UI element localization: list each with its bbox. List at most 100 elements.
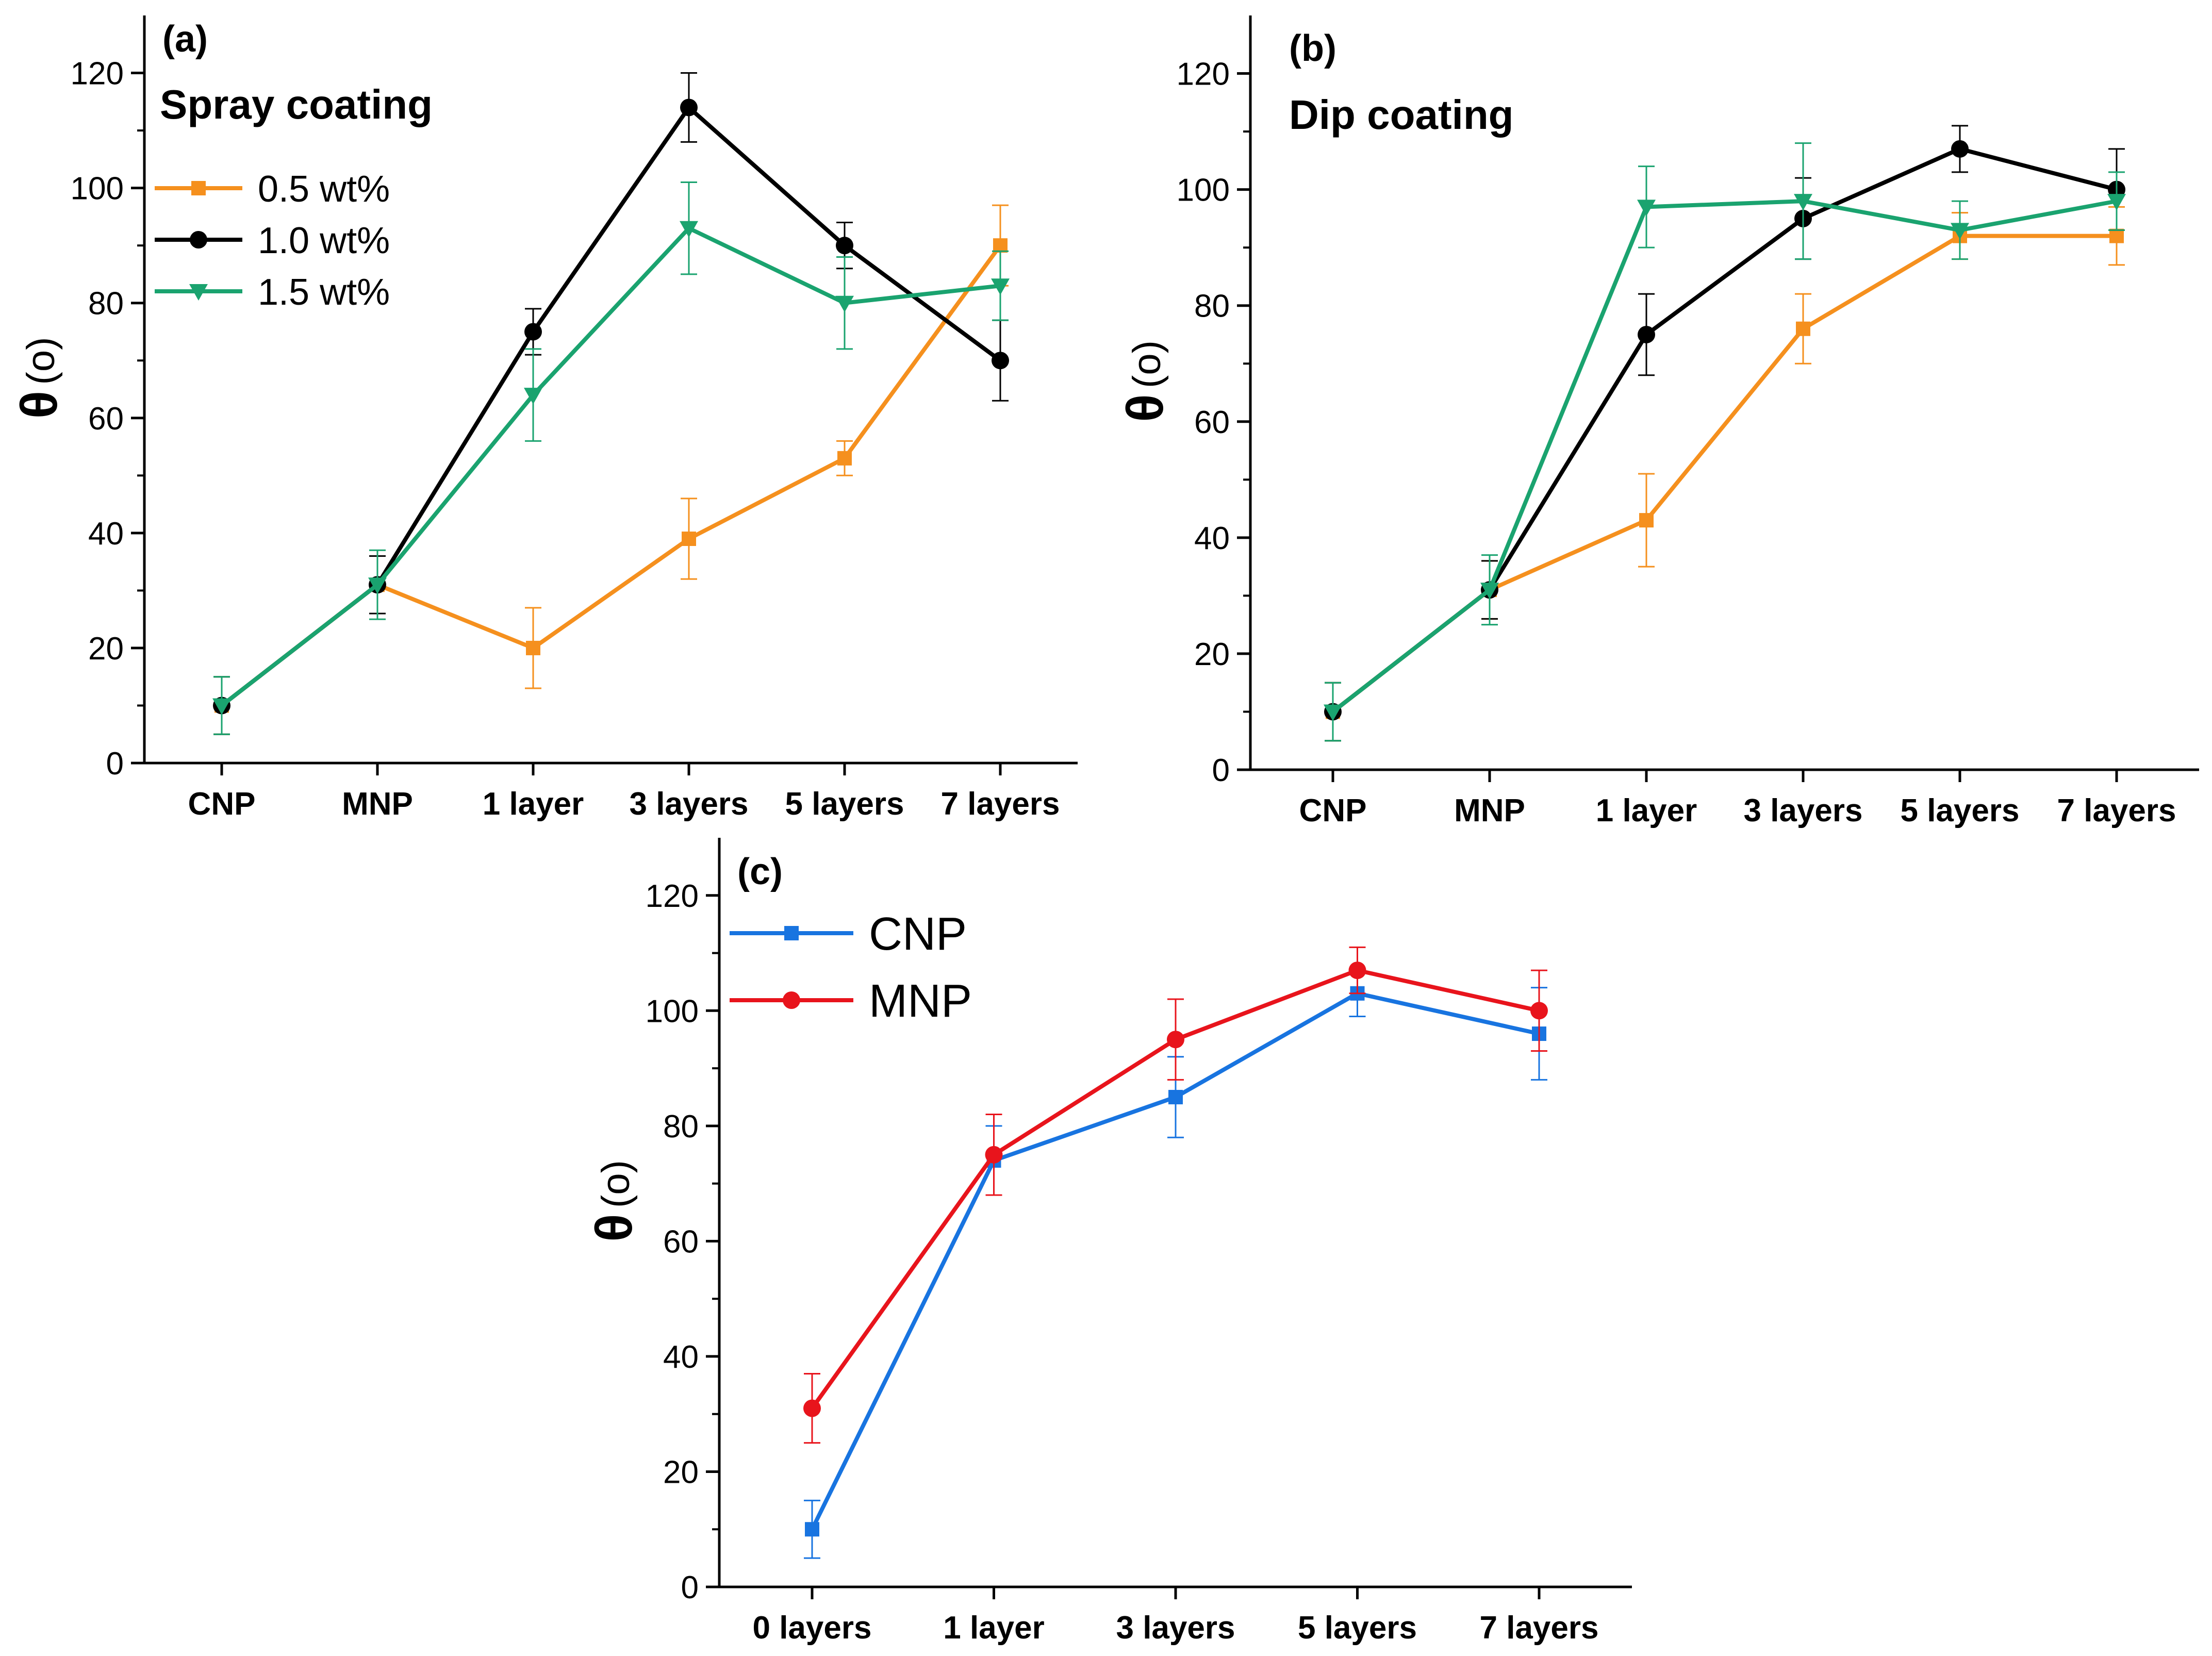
data-point (1324, 704, 1342, 721)
legend-label: CNP (869, 908, 967, 960)
x-category-label: 7 layers (1480, 1610, 1599, 1646)
data-point (1951, 140, 1969, 158)
data-point (1168, 1089, 1183, 1104)
data-point (524, 323, 542, 341)
data-point (368, 577, 387, 594)
y-tick-label: 40 (663, 1339, 699, 1375)
data-point (836, 237, 853, 255)
y-tick-label: 60 (1194, 405, 1230, 440)
data-point (803, 1399, 821, 1417)
legend-marker (190, 231, 207, 249)
legend-item: MNP (730, 975, 972, 1027)
y-axis-label-symbol: θ (585, 1214, 643, 1241)
x-category-label: 3 layers (1116, 1610, 1235, 1646)
panel-label: (a) (162, 19, 208, 60)
legend-marker (189, 284, 208, 301)
y-tick-label: 100 (1177, 173, 1230, 208)
data-point (212, 698, 231, 715)
data-point (680, 221, 698, 238)
data-point (1637, 200, 1656, 217)
y-tick-label: 40 (88, 516, 124, 552)
y-tick-label: 80 (663, 1109, 699, 1145)
x-category-label: MNP (342, 786, 413, 822)
x-category-label: 5 layers (1298, 1610, 1417, 1646)
x-category-label: 0 layers (753, 1610, 872, 1646)
x-category-label: CNP (1299, 793, 1367, 829)
y-tick-label: 120 (71, 56, 124, 92)
series-line (220, 226, 1001, 707)
legend-label: 0.5 wt% (258, 169, 390, 210)
chart-title: Dip coating (1289, 92, 1514, 138)
data-point (985, 1146, 1003, 1164)
y-tick-label: 100 (71, 171, 124, 207)
data-point (2109, 228, 2124, 243)
legend-marker (783, 991, 800, 1009)
data-point (1348, 962, 1366, 980)
panel-label: (c) (737, 851, 783, 892)
y-tick-label: 80 (1194, 289, 1230, 324)
x-category-label: CNP (188, 786, 256, 822)
x-category-label: 7 layers (2057, 793, 2176, 829)
series-line (1331, 234, 2117, 714)
y-axis-label-symbol: θ (10, 391, 68, 419)
series-line (1331, 199, 2117, 714)
x-category-label: 3 layers (630, 786, 749, 822)
y-axis-label: θ (o) (10, 337, 68, 419)
x-category-label: 1 layer (483, 786, 584, 822)
legend-marker (191, 181, 206, 195)
y-tick-label: 60 (88, 401, 124, 437)
chart-panel-a: 0 20 40 60 80 100 120 CNP MNP 1 layer 3 layers 5 la… (10, 15, 1078, 822)
legend-label: 1.0 wt% (258, 220, 390, 261)
y-tick-label: 100 (646, 993, 699, 1029)
data-point (1639, 513, 1654, 528)
y-axis-label-unit: (o) (594, 1160, 638, 1208)
y-tick-label: 60 (663, 1224, 699, 1260)
legend-item: 1.0 wt% (155, 220, 390, 261)
series-1-0-wt- (1324, 125, 2125, 742)
x-category-label: 3 layers (1744, 793, 1863, 829)
data-point (992, 352, 1009, 370)
x-category-label: 1 layer (943, 1610, 1045, 1646)
series-0-5-wt- (1325, 206, 2125, 742)
y-tick-label: 0 (681, 1570, 699, 1605)
data-point (837, 451, 852, 466)
y-axis-label: θ (o) (1116, 340, 1174, 422)
y-tick-label: 120 (1177, 57, 1230, 92)
y-tick-label: 80 (88, 286, 124, 322)
y-axis-label-symbol: θ (1116, 394, 1174, 422)
data-point (1167, 1031, 1184, 1049)
y-axis-label-unit: (o) (19, 337, 63, 385)
legend-marker (784, 926, 799, 940)
legend: CNP MNP (730, 908, 972, 1027)
legend-item: 0.5 wt% (155, 169, 390, 210)
panel-label: (b) (1289, 28, 1336, 69)
series-1-5-wt- (1324, 142, 2126, 742)
legend-label: 1.5 wt% (258, 272, 390, 313)
legend-label: MNP (869, 975, 972, 1027)
data-point (1794, 194, 1812, 211)
x-category-label: 5 layers (1901, 793, 2020, 829)
y-axis-label-unit: (o) (1125, 340, 1169, 388)
data-point (1951, 223, 1969, 240)
series-CNP (804, 969, 1547, 1559)
y-tick-label: 0 (106, 746, 124, 782)
series-MNP (803, 946, 1548, 1444)
y-tick-label: 40 (1194, 521, 1230, 556)
data-point (682, 532, 696, 546)
series-line (1331, 146, 2118, 714)
data-point (680, 98, 698, 117)
chart-panel-b: 0 20 40 60 80 100 120 CNP MNP 1 layer 3 layers 5 la… (1116, 15, 2199, 829)
x-category-label: MNP (1454, 793, 1525, 829)
y-axis-label: θ (o) (585, 1160, 643, 1241)
y-tick-label: 120 (646, 879, 699, 914)
data-point (1638, 325, 1655, 343)
x-category-label: 7 layers (941, 786, 1060, 822)
data-point (835, 295, 854, 312)
y-tick-label: 20 (88, 631, 124, 667)
legend: 0.5 wt% 1.0 wt% 1.5 wt% (155, 169, 390, 313)
data-point (1530, 1002, 1548, 1020)
y-tick-label: 0 (1212, 753, 1230, 788)
chart-title: Spray coating (160, 81, 433, 127)
y-tick-label: 20 (1194, 637, 1230, 672)
